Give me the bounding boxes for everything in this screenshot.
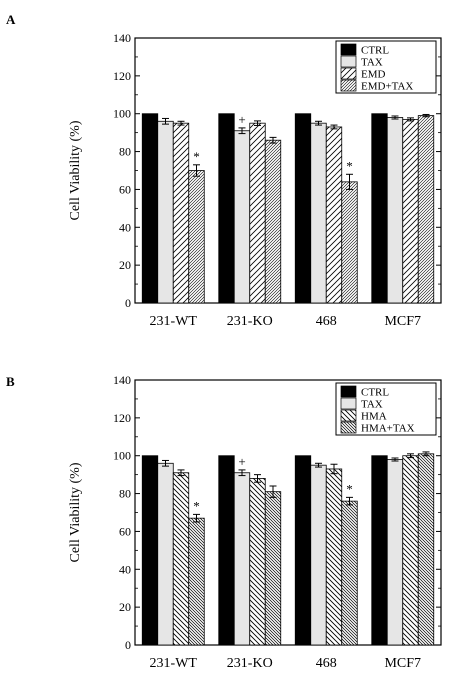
bar-emd-231-ko — [249, 122, 266, 304]
legend-label-ctrl: CTRL — [361, 45, 389, 57]
panel-letter-b: B — [6, 374, 15, 389]
bar-ctrl-231-ko — [218, 113, 235, 304]
bar-emd-tax-468 — [341, 181, 358, 304]
bar-tax-mcf7 — [386, 459, 404, 646]
bar-emd-tax-231-wt — [188, 170, 205, 304]
y-tick-label: 140 — [113, 31, 131, 45]
y-axis-label: Cell Viability (%) — [68, 120, 83, 220]
bar-tax-468 — [310, 122, 327, 304]
significance-marker: * — [193, 498, 200, 513]
bar-tax-231-ko — [233, 472, 251, 646]
y-tick-label: 140 — [113, 373, 131, 387]
bar-ctrl-231-ko — [218, 455, 235, 646]
x-category-label: 231-KO — [227, 314, 273, 329]
bar-ctrl-468 — [294, 113, 312, 304]
y-tick-label: 40 — [119, 220, 131, 234]
x-category-label: 468 — [316, 656, 337, 671]
x-category-label: MCF7 — [384, 656, 421, 671]
bar-tax-231-wt — [157, 462, 174, 646]
x-category-label: MCF7 — [384, 314, 421, 329]
bar-emd-mcf7 — [402, 118, 419, 304]
y-tick-label: 80 — [119, 487, 131, 501]
bar-hma-tax-468 — [341, 500, 358, 646]
chart-panel-b: 0 20 40 60 80 100 120 140 Cell Viability (%) 231-… — [68, 373, 442, 671]
bar-tax-231-ko — [233, 130, 251, 304]
bar-hma-231-wt — [172, 472, 190, 646]
legend-swatch-ctrl — [340, 43, 357, 56]
bar-emd-468 — [325, 126, 343, 304]
bar-hma-231-ko — [249, 478, 266, 646]
bar-ctrl-mcf7 — [371, 113, 388, 304]
bar-ctrl-468 — [294, 455, 312, 646]
y-tick-label: 20 — [119, 600, 131, 614]
legend-label-emd: EMD — [361, 69, 386, 81]
bar-tax-231-wt — [157, 120, 174, 304]
y-tick-label: 120 — [113, 69, 131, 83]
bar-hma-tax-mcf7 — [417, 453, 435, 646]
panel-letter-a: A — [6, 12, 16, 27]
legend-swatch-emd — [340, 67, 357, 80]
bar-tax-mcf7 — [386, 117, 404, 304]
chart-panel-a: 0 20 40 60 80 100 120 140 Cell Viability (%) 231-… — [68, 31, 442, 329]
legend-swatch-hma-tax — [340, 421, 357, 434]
x-category-label: 468 — [316, 314, 337, 329]
y-tick-label: 120 — [113, 411, 131, 425]
bar-hma-tax-231-wt — [188, 517, 205, 646]
bar-ctrl-mcf7 — [371, 455, 388, 646]
y-tick-label: 100 — [113, 449, 131, 463]
y-tick-label: 60 — [119, 182, 131, 196]
bar-emd-tax-231-ko — [264, 139, 282, 304]
bar-emd-231-wt — [172, 122, 190, 304]
bar-emd-tax-mcf7 — [417, 115, 435, 304]
legend-swatch-tax — [340, 397, 357, 410]
legend-label-tax: TAX — [361, 399, 383, 411]
bar-tax-468 — [310, 464, 327, 646]
significance-marker: + — [238, 112, 245, 127]
y-tick-label: 40 — [119, 562, 131, 576]
y-axis-label: Cell Viability (%) — [68, 462, 83, 562]
bar-hma-468 — [325, 468, 343, 646]
y-tick-label: 20 — [119, 258, 131, 272]
bar-hma-mcf7 — [402, 455, 419, 646]
bar-ctrl-231-wt — [141, 113, 159, 304]
significance-marker: * — [346, 481, 353, 496]
y-tick-label: 80 — [119, 145, 131, 159]
legend-swatch-emd-tax — [340, 79, 357, 92]
x-category-label: 231-WT — [150, 656, 198, 671]
legend-label-hma: HMA — [361, 411, 387, 423]
legend-swatch-hma — [340, 409, 357, 422]
bar-hma-tax-231-ko — [264, 491, 282, 646]
bar-ctrl-231-wt — [141, 455, 159, 646]
legend-label-ctrl: CTRL — [361, 387, 389, 399]
legend-swatch-ctrl — [340, 385, 357, 398]
x-category-label: 231-KO — [227, 656, 273, 671]
legend-label-emd-tax: EMD+TAX — [361, 81, 413, 93]
significance-marker: * — [346, 158, 353, 173]
legend-label-hma-tax: HMA+TAX — [361, 423, 415, 435]
y-tick-label: 0 — [125, 296, 131, 310]
significance-marker: * — [193, 149, 200, 164]
significance-marker: + — [238, 454, 245, 469]
y-tick-label: 0 — [125, 638, 131, 652]
legend-swatch-tax — [340, 55, 357, 68]
y-tick-label: 100 — [113, 107, 131, 121]
legend-label-tax: TAX — [361, 57, 383, 69]
y-tick-label: 60 — [119, 524, 131, 538]
x-category-label: 231-WT — [150, 314, 198, 329]
